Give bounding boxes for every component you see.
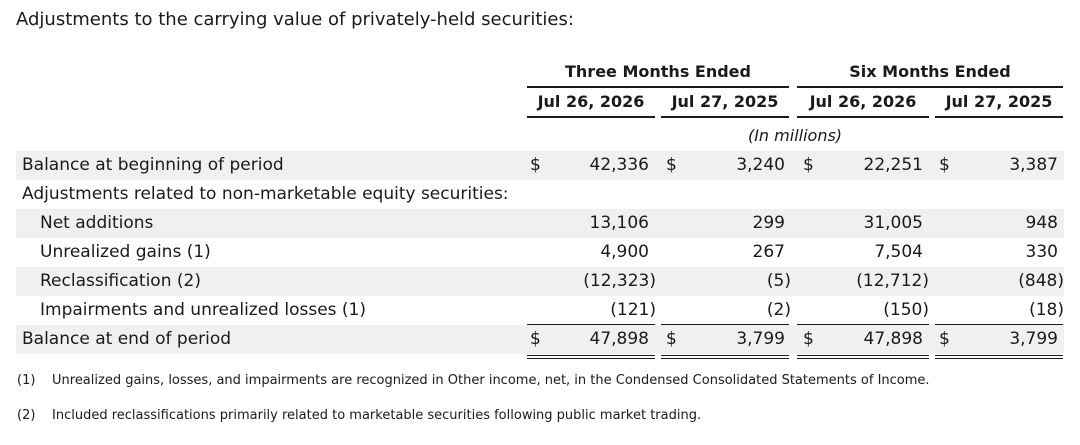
cell-col-2: 267 xyxy=(752,242,785,262)
header-col-1: Jul 26, 2026 xyxy=(537,92,645,111)
row-label: Balance at end of period xyxy=(22,329,232,349)
subtotal-rule xyxy=(935,324,1063,325)
total-double-rule xyxy=(527,355,655,356)
cell-col-3: (150) xyxy=(883,300,929,320)
total-double-rule xyxy=(797,355,929,356)
cell-col-2: 3,799 xyxy=(736,329,785,349)
header-rule-col-3 xyxy=(797,116,929,118)
row-label: Net additions xyxy=(40,213,154,233)
row-label: Reclassification (2) xyxy=(40,271,201,291)
row-band xyxy=(16,325,1064,354)
header-col-2: Jul 27, 2025 xyxy=(671,92,779,111)
total-double-rule xyxy=(661,358,789,359)
dollar-sign: $ xyxy=(803,329,814,349)
cell-col-1: 47,898 xyxy=(589,329,649,349)
row-band xyxy=(16,209,1064,238)
cell-col-4: 3,799 xyxy=(1009,329,1058,349)
header-rule-six-months xyxy=(797,86,1063,88)
header-six-months: Six Months Ended xyxy=(849,62,1011,81)
units-label: (In millions) xyxy=(747,126,843,145)
row-label: Adjustments related to non-marketable eq… xyxy=(22,184,509,204)
total-double-rule xyxy=(527,358,655,359)
header-rule-three-months xyxy=(527,86,789,88)
cell-col-2: (5) xyxy=(766,271,791,291)
header-rule-col-2 xyxy=(661,116,789,118)
row-label: Balance at beginning of period xyxy=(22,155,284,175)
cell-col-2: 3,240 xyxy=(736,155,785,175)
subtotal-rule xyxy=(661,324,789,325)
dollar-sign: $ xyxy=(666,155,677,175)
table-row: Adjustments related to non-marketable eq… xyxy=(0,180,1080,209)
cell-col-1: 13,106 xyxy=(589,213,649,233)
cell-col-3: 7,504 xyxy=(874,242,923,262)
table-row: Unrealized gains (1) 4,900 267 7,504 330 xyxy=(0,238,1080,267)
table-row: Balance at beginning of period $ 42,336 … xyxy=(0,151,1080,180)
total-double-rule xyxy=(935,355,1063,356)
cell-col-4: 330 xyxy=(1025,242,1058,262)
dollar-sign: $ xyxy=(939,329,950,349)
subtotal-rule xyxy=(527,324,655,325)
cell-col-3: 22,251 xyxy=(863,155,923,175)
cell-col-2: (2) xyxy=(766,300,791,320)
table-row: Impairments and unrealized losses (1) (1… xyxy=(0,296,1080,325)
footnote-text: Included reclassifications primarily rel… xyxy=(52,408,702,423)
header-rule-col-1 xyxy=(527,116,655,118)
footnote-mark: (1) xyxy=(17,373,36,388)
cell-col-1: (121) xyxy=(610,300,656,320)
footnote-text: Unrealized gains, losses, and impairment… xyxy=(52,373,930,388)
row-label: Unrealized gains (1) xyxy=(40,242,211,262)
header-col-3: Jul 26, 2026 xyxy=(809,92,917,111)
table-row: Balance at end of period $ 47,898 $ 3,79… xyxy=(0,325,1080,354)
subtotal-rule xyxy=(797,324,929,325)
total-double-rule xyxy=(935,358,1063,359)
row-band xyxy=(16,151,1064,180)
cell-col-3: 31,005 xyxy=(863,213,923,233)
header-col-4: Jul 27, 2025 xyxy=(945,92,1053,111)
cell-col-1: 4,900 xyxy=(600,242,649,262)
cell-col-4: 3,387 xyxy=(1009,155,1058,175)
cell-col-1: 42,336 xyxy=(589,155,649,175)
dollar-sign: $ xyxy=(530,155,541,175)
cell-col-3: (12,712) xyxy=(856,271,929,291)
footnote-mark: (2) xyxy=(17,408,36,423)
dollar-sign: $ xyxy=(803,155,814,175)
total-double-rule xyxy=(661,355,789,356)
cell-col-4: (848) xyxy=(1018,271,1064,291)
cell-col-1: (12,323) xyxy=(583,271,656,291)
dollar-sign: $ xyxy=(939,155,950,175)
dollar-sign: $ xyxy=(530,329,541,349)
total-double-rule xyxy=(797,358,929,359)
table-row: Reclassification (2) (12,323) (5) (12,71… xyxy=(0,267,1080,296)
cell-col-2: 299 xyxy=(752,213,785,233)
table-title: Adjustments to the carrying value of pri… xyxy=(16,9,574,30)
row-label: Impairments and unrealized losses (1) xyxy=(40,300,367,320)
header-three-months: Three Months Ended xyxy=(565,62,751,81)
row-band xyxy=(16,267,1064,296)
cell-col-4: 948 xyxy=(1025,213,1058,233)
cell-col-4: (18) xyxy=(1029,300,1064,320)
header-rule-col-4 xyxy=(935,116,1063,118)
dollar-sign: $ xyxy=(666,329,677,349)
cell-col-3: 47,898 xyxy=(863,329,923,349)
table-row: Net additions 13,106 299 31,005 948 xyxy=(0,209,1080,238)
